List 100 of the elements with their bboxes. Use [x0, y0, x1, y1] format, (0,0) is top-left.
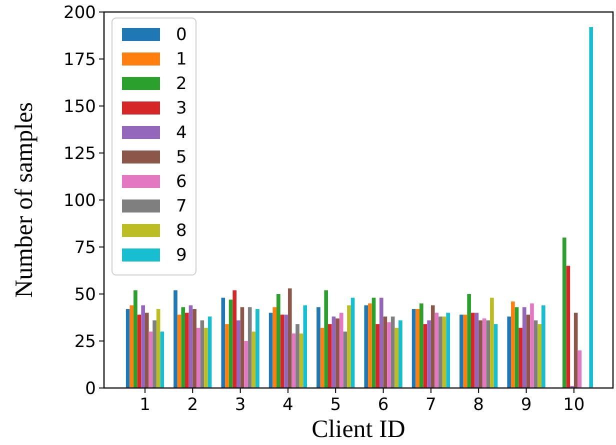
- bar: [177, 314, 182, 388]
- bar: [423, 324, 428, 388]
- bar: [578, 350, 582, 388]
- y-axis-title: Number of samples: [11, 102, 38, 298]
- bar: [390, 316, 395, 388]
- bar: [204, 328, 208, 388]
- bar: [490, 298, 494, 388]
- bar: [474, 312, 479, 388]
- bar: [387, 322, 391, 388]
- bar: [420, 303, 424, 388]
- y-tick-label: 125: [64, 144, 96, 164]
- bar: [272, 307, 277, 388]
- bar: [434, 312, 439, 388]
- bar: [320, 328, 324, 388]
- y-tick-label: 175: [64, 50, 96, 70]
- bar: [372, 298, 376, 388]
- bar: [383, 316, 388, 388]
- bar: [152, 320, 156, 388]
- bar: [526, 314, 530, 388]
- x-tick-label: 7: [426, 395, 436, 415]
- bar: [530, 303, 534, 388]
- bar: [470, 312, 475, 388]
- bar: [494, 324, 498, 388]
- bar: [522, 307, 526, 388]
- bar: [538, 324, 542, 388]
- bar: [332, 316, 336, 388]
- bar: [336, 318, 340, 388]
- bar: [438, 316, 442, 388]
- bar: [379, 298, 384, 388]
- bar: [299, 333, 304, 388]
- bar: [394, 328, 399, 388]
- bar: [256, 309, 260, 388]
- bar: [430, 305, 435, 388]
- bar: [416, 309, 420, 388]
- bar: [148, 332, 153, 388]
- bar: [288, 288, 292, 388]
- bar: [368, 303, 372, 388]
- legend-label: 7: [176, 196, 187, 216]
- x-tick-label: 1: [140, 395, 150, 415]
- bar: [412, 309, 416, 388]
- bar: [144, 312, 149, 388]
- bar: [236, 320, 240, 388]
- bar: [376, 324, 380, 388]
- bar: [562, 238, 566, 388]
- bar: [200, 320, 204, 388]
- bar: [467, 294, 471, 388]
- x-tick-label: 8: [473, 395, 484, 415]
- bar: [181, 307, 186, 388]
- bar: [134, 290, 138, 388]
- y-tick-label: 0: [85, 378, 96, 399]
- x-tick-label: 9: [520, 395, 532, 415]
- bar: [542, 305, 546, 388]
- y-tick-label: 100: [64, 190, 96, 211]
- y-tick-label: 50: [74, 284, 96, 305]
- bar: [276, 294, 280, 388]
- bar: [174, 290, 178, 388]
- legend-label: 4: [176, 123, 187, 143]
- bar: [196, 328, 200, 388]
- bar: [188, 305, 193, 388]
- bar: [252, 332, 256, 388]
- legend-label: 8: [176, 221, 187, 241]
- bar: [350, 298, 355, 388]
- legend-label: 3: [176, 98, 187, 118]
- bar: [442, 316, 446, 388]
- x-tick-label: 6: [378, 395, 389, 415]
- bar: [280, 314, 284, 388]
- bar: [511, 302, 515, 388]
- bar: [303, 305, 308, 388]
- bar: [398, 320, 402, 388]
- legend-label: 2: [176, 74, 187, 94]
- bar: [518, 328, 522, 388]
- bar: [482, 318, 486, 388]
- bar: [130, 305, 134, 388]
- bar: [248, 307, 252, 388]
- y-tick-label: 200: [64, 2, 96, 23]
- x-tick-label: 4: [282, 395, 294, 415]
- bar: [364, 305, 368, 388]
- bar: [486, 320, 490, 388]
- x-axis-title: Client ID: [312, 416, 406, 443]
- bar: [225, 324, 229, 388]
- bar: [478, 320, 482, 388]
- y-tick-label: 75: [74, 238, 96, 258]
- bar: [244, 341, 248, 388]
- bar: [126, 309, 130, 388]
- x-tick-label: 3: [234, 395, 246, 415]
- bar: [316, 307, 320, 388]
- bar: [514, 307, 519, 388]
- bar: [137, 314, 142, 388]
- x-tick-label: 5: [330, 395, 342, 415]
- bar: [343, 332, 348, 388]
- bar: [240, 307, 244, 388]
- bar: [534, 320, 538, 388]
- bar: [339, 312, 344, 388]
- y-tick-label: 25: [74, 332, 96, 352]
- bar: [507, 316, 512, 388]
- bar: [463, 314, 468, 388]
- legend-label: 0: [176, 25, 187, 45]
- bar: [589, 27, 593, 388]
- bar: [328, 324, 332, 388]
- x-tick-label: 10: [563, 395, 585, 415]
